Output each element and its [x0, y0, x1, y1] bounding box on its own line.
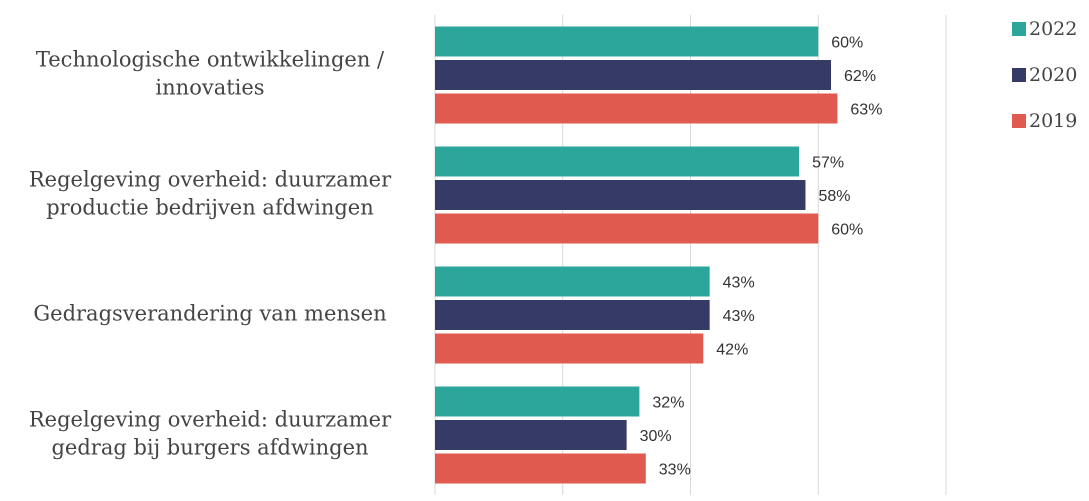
legend-label: 2019 [1029, 110, 1077, 132]
bar [435, 266, 710, 297]
category-label: productie bedrijven afdwingen [46, 196, 374, 220]
bar [435, 146, 800, 177]
legend-label: 2020 [1029, 64, 1077, 86]
value-label: 42% [716, 342, 748, 359]
bar [435, 453, 646, 484]
value-label: 62% [844, 68, 876, 85]
bar [435, 300, 710, 330]
category-label: gedrag bij burgers afdwingen [51, 436, 368, 460]
legend-swatch [1012, 114, 1026, 128]
legend-swatch [1012, 68, 1026, 82]
value-label: 32% [652, 395, 684, 412]
value-label: 63% [850, 102, 882, 119]
value-label: 58% [818, 188, 850, 205]
bar [435, 180, 806, 210]
legend-label: 2022 [1029, 18, 1077, 40]
category-label: Technologische ontwikkelingen / [36, 48, 385, 72]
bar [435, 333, 704, 364]
bar [435, 386, 640, 417]
category-label: Gedragsverandering van mensen [33, 302, 386, 326]
bar [435, 213, 819, 244]
bar [435, 60, 832, 90]
value-label: 57% [812, 155, 844, 172]
value-label: 30% [640, 428, 672, 445]
category-label: Regelgeving overheid: duurzamer [29, 168, 392, 192]
bar [435, 26, 819, 57]
category-label: innovaties [155, 76, 264, 100]
bar [435, 93, 838, 124]
value-label: 60% [831, 35, 863, 52]
value-label: 60% [831, 222, 863, 239]
value-label: 43% [723, 308, 755, 325]
value-label: 43% [723, 275, 755, 292]
category-label: Regelgeving overheid: duurzamer [29, 408, 392, 432]
value-label: 33% [659, 462, 691, 479]
bar [435, 420, 627, 450]
legend-swatch [1012, 22, 1026, 36]
